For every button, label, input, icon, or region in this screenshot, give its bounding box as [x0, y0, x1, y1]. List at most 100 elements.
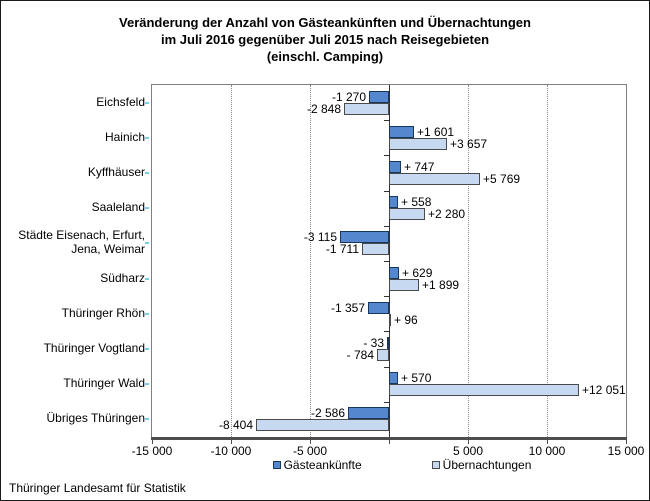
x-axis-tick: [547, 440, 548, 444]
data-label: +2 280: [428, 207, 466, 221]
legend: Gästeankünfte Übernachtungen: [165, 458, 639, 472]
category-axis: Eichsfeld Hainich Kyffhäuser Saaleland Städt…: [1, 84, 145, 436]
legend-item-gaesteankuenfte: Gästeankünfte: [272, 458, 362, 472]
x-axis-tick: [310, 440, 311, 444]
category-label: Südharz: [100, 270, 145, 285]
left-axis-tick: [145, 137, 149, 139]
data-label: - 33: [363, 336, 384, 350]
category-label: Thüringer Rhön: [61, 305, 145, 320]
data-label: +5 769: [483, 172, 521, 186]
bar-gaesteankuenfte: [369, 91, 389, 103]
data-label: -1 357: [330, 301, 365, 315]
left-axis-tick: [145, 383, 149, 385]
bar-uebernachtungen: [389, 314, 391, 326]
data-label: -2 848: [306, 102, 341, 116]
left-axis-tick: [145, 278, 149, 280]
data-label: -2 586: [310, 406, 345, 420]
data-label: + 96: [394, 313, 418, 327]
x-axis-tick: [389, 440, 390, 444]
data-label: -8 404: [218, 418, 253, 432]
data-label: +3 657: [450, 137, 488, 151]
bar-uebernachtungen: [389, 208, 425, 220]
data-label: -1 270: [331, 90, 366, 104]
x-axis-line: [151, 437, 627, 440]
data-label: + 570: [401, 371, 432, 385]
category-boundary-tick: [384, 226, 389, 227]
bar-gaesteankuenfte: [368, 302, 389, 314]
category-label: Hainich: [104, 129, 145, 144]
bar-gaesteankuenfte: [389, 267, 399, 279]
category-boundary-tick: [384, 331, 389, 332]
category-boundary-tick: [384, 367, 389, 368]
x-tick-label: 5 000: [452, 444, 484, 458]
data-label: + 629: [402, 266, 433, 280]
gridline: [231, 85, 232, 437]
data-label: - 784: [346, 348, 374, 362]
data-label: +12 051: [582, 383, 626, 397]
data-label: -3 115: [303, 230, 337, 244]
category-boundary-tick: [384, 120, 389, 121]
bar-gaesteankuenfte: [387, 337, 389, 349]
left-axis-tick: [145, 348, 149, 350]
left-axis-tick: [145, 102, 149, 104]
legend-item-uebernachtungen: Übernachtungen: [431, 458, 531, 472]
chart-title-line-3: (einschl. Camping): [266, 49, 384, 64]
data-label: + 747: [404, 160, 435, 174]
left-axis-tick: [145, 313, 149, 315]
category-boundary-tick: [384, 296, 389, 297]
data-label: -1 711: [325, 242, 359, 256]
category-label: Thüringer Wald: [63, 376, 145, 391]
x-tick-label: -15 000: [131, 444, 173, 458]
x-tick-label: -5 000: [292, 444, 328, 458]
category-boundary-tick: [384, 155, 389, 156]
bar-gaesteankuenfte: [389, 161, 401, 173]
category-label: Städte Eisenach, Erfurt, Jena, Weimar: [18, 228, 145, 257]
bar-gaesteankuenfte: [389, 126, 414, 138]
bar-gaesteankuenfte: [389, 196, 398, 208]
x-tick-label: 15 000: [607, 444, 645, 458]
x-axis-tick: [152, 440, 153, 444]
data-label: + 558: [401, 195, 432, 209]
chart-title-line-2: im Juli 2016 gegenüber Juli 2015 nach Re…: [160, 32, 490, 47]
bar-uebernachtungen: [389, 173, 480, 185]
bar-uebernachtungen: [389, 384, 579, 396]
legend-swatch-gaesteankuenfte: [272, 461, 281, 469]
bar-uebernachtungen: [256, 419, 389, 431]
x-axis-tick: [468, 440, 469, 444]
category-label: Übriges Thüringen: [46, 411, 145, 426]
category-label: Eichsfeld: [96, 94, 145, 109]
left-axis-tick: [145, 418, 149, 420]
bar-uebernachtungen: [389, 279, 419, 291]
category-label: Saaleland: [91, 200, 145, 215]
category-label: Thüringer Vogtland: [43, 340, 145, 355]
category-boundary-tick: [384, 191, 389, 192]
source-credit: Thüringer Landesamt für Statistik: [9, 481, 186, 495]
bar-gaesteankuenfte: [348, 407, 389, 419]
legend-swatch-uebernachtungen: [431, 461, 440, 469]
bar-uebernachtungen: [362, 243, 389, 255]
chart-title-line-1: Veränderung der Anzahl von Gästeankünfte…: [119, 15, 531, 30]
bar-uebernachtungen: [389, 138, 447, 150]
bar-uebernachtungen: [344, 103, 389, 115]
plot-area: -1 270 +1 601 + 747 + 558 -3 115 + 629 -1 357 -…: [132, 84, 644, 458]
x-tick-label: 10 000: [528, 444, 566, 458]
gridline: [547, 85, 548, 437]
legend-label-gaesteankuenfte: Gästeankünfte: [283, 458, 362, 472]
data-label: +1 899: [422, 278, 460, 292]
x-axis-tick: [231, 440, 232, 444]
gridline: [468, 85, 469, 437]
chart-title: Veränderung der Anzahl von Gästeankünfte…: [1, 14, 649, 65]
left-axis-tick: [145, 242, 149, 244]
bar-gaesteankuenfte: [389, 372, 398, 384]
category-label: Kyffhäuser: [87, 164, 145, 179]
data-label: +1 601: [417, 125, 455, 139]
bar-uebernachtungen: [377, 349, 389, 361]
category-boundary-tick: [384, 402, 389, 403]
x-tick-label: -10 000: [210, 444, 252, 458]
left-axis-tick: [145, 207, 149, 209]
gridline: [310, 85, 311, 437]
bar-gaesteankuenfte: [340, 231, 389, 243]
category-boundary-tick: [384, 261, 389, 262]
x-axis-tick: [626, 440, 627, 444]
